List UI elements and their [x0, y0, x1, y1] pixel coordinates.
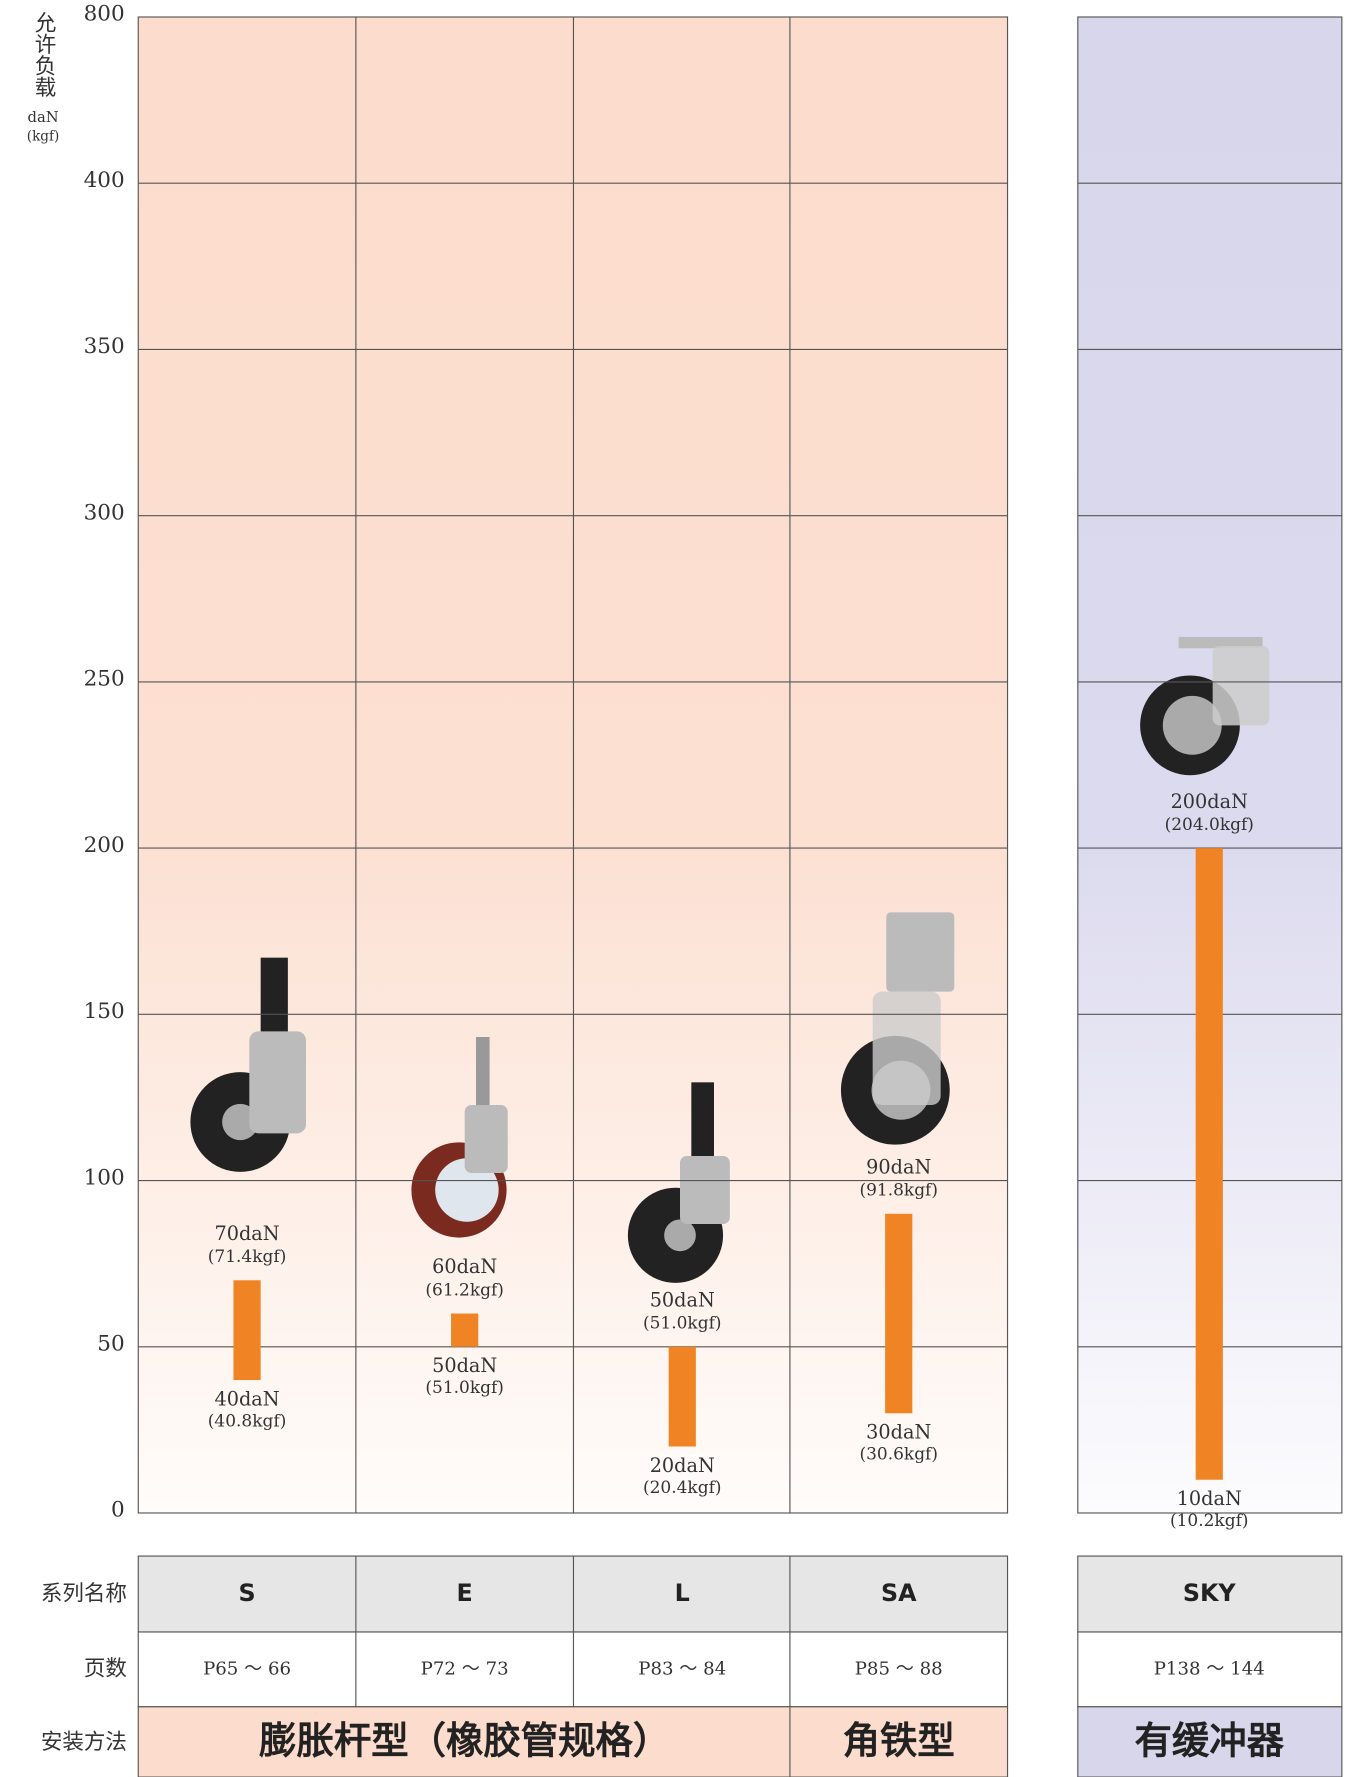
low-label: 30daN: [866, 1421, 931, 1444]
high-kgf-label: (51.0kgf): [643, 1314, 722, 1334]
series-name: E: [457, 1579, 473, 1607]
high-kgf-label: (91.8kgf): [859, 1181, 938, 1201]
method: 膨胀杆型（橡胶管规格）: [259, 1719, 670, 1763]
chart-body: 允许负载 daN (kgf) 系列名称 页数 安装方法 膨胀杆型（橡胶管规格） …: [27, 2, 1342, 1777]
page-range: P85 ～ 88: [855, 1658, 943, 1679]
y-tick-label: 100: [84, 1165, 125, 1190]
low-kgf-label: (10.2kgf): [1170, 1511, 1249, 1531]
high-label: 60daN: [432, 1255, 497, 1278]
low-label: 40daN: [214, 1387, 279, 1410]
row-label: 安装方法: [41, 1730, 127, 1755]
high-kgf-label: (71.4kgf): [208, 1247, 287, 1267]
high-label: 50daN: [650, 1288, 715, 1311]
y-tick-label: 300: [84, 500, 125, 525]
range-bar: [885, 1214, 912, 1413]
range-bar: [1196, 848, 1223, 1480]
page-range: P72 ～ 73: [421, 1658, 509, 1679]
series-name: SA: [881, 1579, 917, 1607]
low-label: 10daN: [1177, 1487, 1242, 1510]
high-label: 70daN: [214, 1222, 279, 1245]
low-kgf-label: (51.0kgf): [425, 1378, 504, 1398]
y-tick-label: 350: [84, 334, 125, 359]
series-name: SKY: [1183, 1579, 1237, 1607]
range-bar: [451, 1314, 478, 1347]
y-tick-label: 400: [84, 168, 125, 193]
method: 有缓冲器: [1135, 1719, 1285, 1763]
page-range: P138 ～ 144: [1154, 1658, 1265, 1679]
low-label: 50daN: [432, 1354, 497, 1377]
y-tick-label: 50: [97, 1332, 124, 1357]
high-kgf-label: (61.2kgf): [425, 1280, 504, 1300]
range-bar: [233, 1280, 260, 1380]
row-label: 页数: [84, 1656, 127, 1681]
high-label: 90daN: [866, 1155, 931, 1178]
low-label: 20daN: [650, 1454, 715, 1477]
y-tick-label: 200: [84, 833, 125, 858]
high-label: 200daN: [1171, 790, 1248, 813]
series-name: L: [675, 1579, 690, 1607]
page-range: P83 ～ 84: [638, 1658, 726, 1679]
range-bar: [669, 1347, 696, 1447]
series-name: S: [238, 1579, 255, 1607]
y-axis-label: 允许负载: [31, 11, 56, 98]
high-kgf-label: (204.0kgf): [1165, 815, 1254, 835]
method: 角铁型: [843, 1719, 955, 1763]
low-kgf-label: (30.6kgf): [859, 1445, 938, 1465]
y-tick-label: 150: [84, 999, 125, 1024]
low-kgf-label: (40.8kgf): [208, 1411, 287, 1431]
page-range: P65 ～ 66: [203, 1658, 291, 1679]
low-kgf-label: (20.4kgf): [643, 1478, 722, 1498]
chart: 允许负载 daN (kgf) 系列名称 页数 安装方法 膨胀杆型（橡胶管规格） …: [0, 0, 1360, 1777]
y-tick-label: 250: [84, 667, 125, 692]
y-tick-label: 800: [84, 2, 125, 27]
row-label: 系列名称: [41, 1582, 127, 1607]
y-unit: daN: [28, 109, 59, 126]
y-unit-secondary: (kgf): [27, 129, 60, 145]
y-tick-label: 0: [111, 1498, 125, 1523]
